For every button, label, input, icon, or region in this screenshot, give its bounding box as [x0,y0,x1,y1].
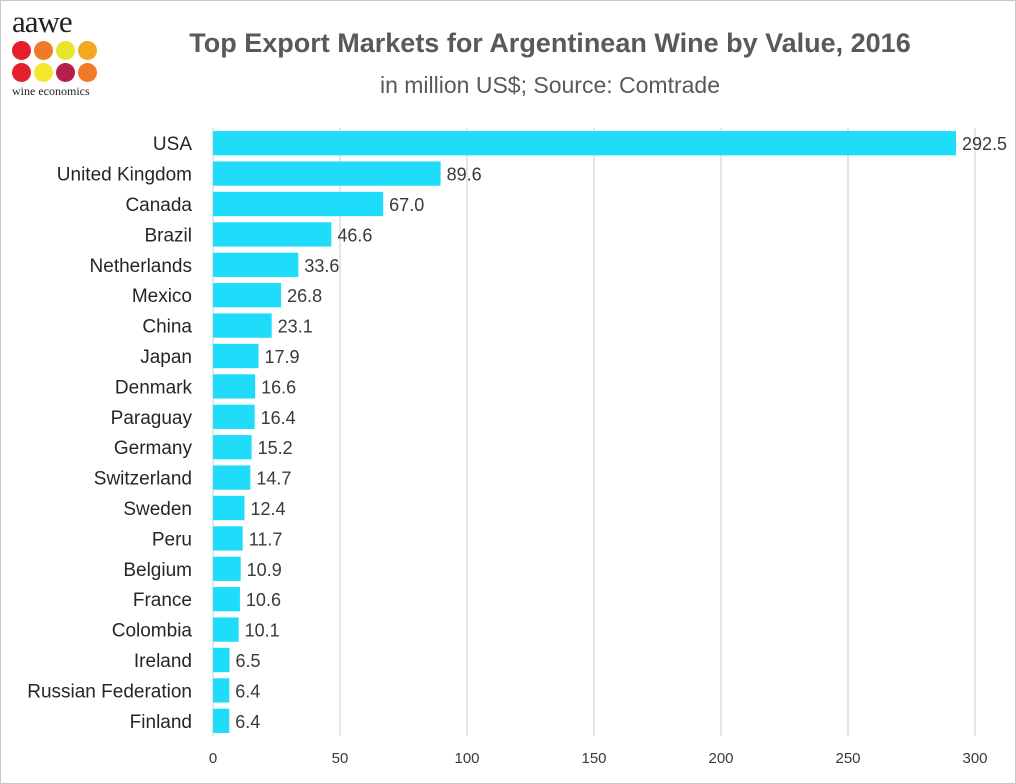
bar [213,404,255,429]
x-tick-label: 150 [581,750,606,767]
bar [213,131,956,156]
bar [213,252,299,277]
data-label: 10.9 [247,560,282,580]
x-tick-label: 250 [835,750,860,767]
logo-dot [12,41,31,60]
logo-dot [56,41,75,60]
data-label: 23.1 [278,317,313,337]
x-tick-label: 300 [962,750,987,767]
bar [213,678,230,703]
data-label: 292.5 [962,134,1007,154]
logo-subtext: wine economics [12,84,90,98]
x-tick-label: 200 [708,750,733,767]
logo-text: aawe [12,4,73,39]
data-label: 16.6 [261,377,296,397]
bar [213,435,252,460]
data-label: 10.6 [246,590,281,610]
bar [213,283,282,308]
category-label: Germany [114,438,193,459]
bar [213,161,441,186]
bar [213,191,384,217]
x-tick-label: 50 [332,750,349,767]
category-label: United Kingdom [57,165,192,186]
category-label: Netherlands [90,256,192,277]
bar [213,222,332,247]
aawe-logo: aawe wine economics [10,4,106,100]
bar [213,465,251,490]
category-label: Ireland [134,651,192,672]
category-label: Brazil [144,225,192,246]
category-label: China [142,317,192,338]
data-label: 10.1 [245,621,280,641]
data-label: 67.0 [389,195,424,215]
category-label: Switzerland [94,469,192,490]
logo-dot [56,63,75,82]
data-label: 12.4 [250,499,285,519]
logo-dot [34,63,53,82]
category-label: Russian Federation [27,681,192,702]
data-label: 46.6 [337,225,372,245]
category-label: Colombia [112,621,193,642]
category-label: Japan [140,347,192,368]
logo-dot [34,41,53,60]
data-label: 89.6 [447,165,482,185]
category-label: Denmark [115,377,193,398]
category-label: Sweden [123,499,192,520]
data-label: 26.8 [287,286,322,306]
bar [213,587,240,612]
bar [213,374,256,399]
category-label: Mexico [132,286,192,307]
bar [213,556,241,581]
bar [213,495,245,521]
bar [213,647,230,673]
category-label: Canada [125,195,192,216]
category-label: Paraguay [111,408,193,429]
category-label: France [133,590,192,611]
data-label: 17.9 [264,347,299,367]
bar [213,313,272,338]
bar [213,343,259,369]
category-label: Finland [130,712,192,733]
data-label: 6.4 [235,712,260,732]
data-label: 6.5 [236,651,261,671]
bar [213,617,239,642]
bar [213,708,230,733]
category-label: USA [153,134,192,155]
chart-title: Top Export Markets for Argentinean Wine … [189,28,911,58]
data-label: 33.6 [304,256,339,276]
bar [213,526,243,551]
x-tick-label: 0 [209,750,217,767]
category-label: Belgium [123,560,192,581]
x-tick-label: 100 [454,750,479,767]
data-label: 11.7 [249,529,283,549]
data-label: 16.4 [261,408,296,428]
data-label: 15.2 [258,438,293,458]
logo-dot [78,63,97,82]
logo-dot [78,41,97,60]
chart-subtitle: in million US$; Source: Comtrade [379,72,721,98]
logo-dot [12,63,31,82]
data-label: 6.4 [235,681,260,701]
category-label: Peru [152,529,192,550]
data-label: 14.7 [256,469,291,489]
